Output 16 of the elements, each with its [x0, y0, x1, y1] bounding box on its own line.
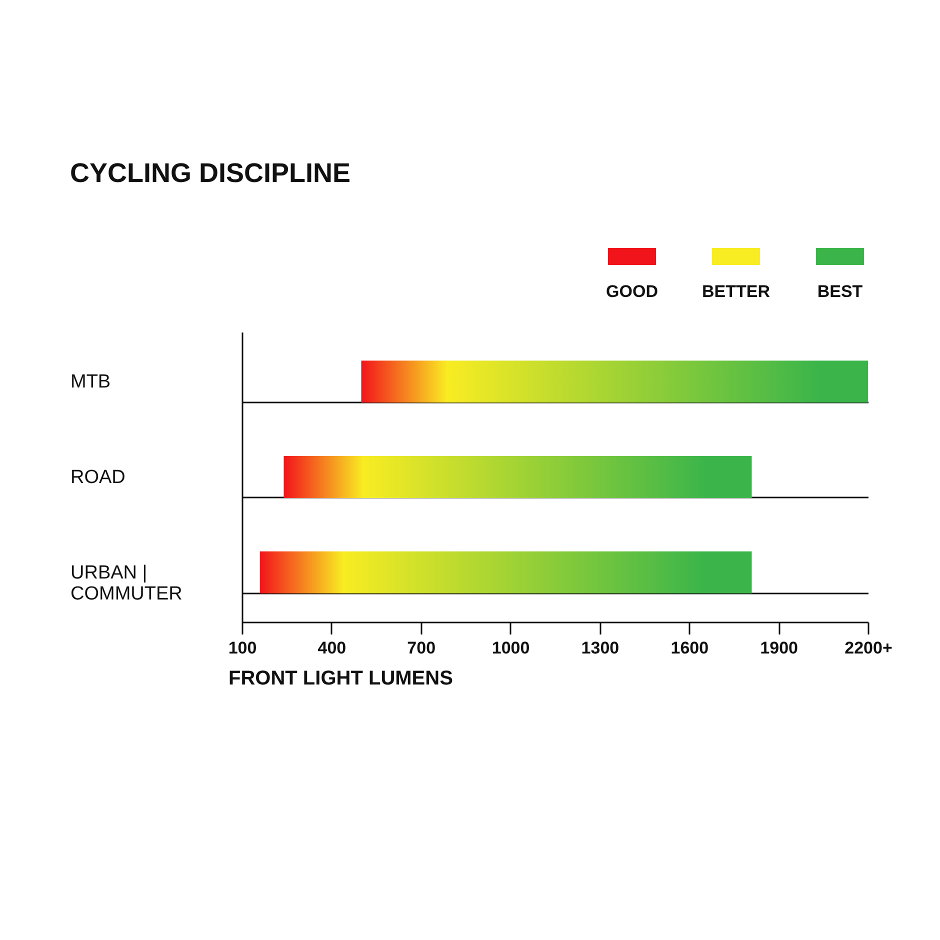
x-tick-label: 400	[318, 638, 346, 658]
x-tick-label: 2200+	[844, 638, 892, 658]
legend-label: GOOD	[606, 282, 658, 301]
y-tick-label: MTB	[70, 372, 111, 393]
x-tick-label: 1600	[670, 638, 709, 658]
y-tick-label: ROAD	[70, 467, 126, 488]
legend-label: BEST	[817, 282, 864, 301]
y-tick-label: URBAN | COMMUTER	[70, 562, 182, 604]
x-tick-label: 1900	[760, 638, 798, 658]
x-tick-label: 1000	[492, 638, 530, 658]
x-tick-label: 100	[228, 638, 257, 658]
x-tick-label: 700	[407, 638, 436, 658]
x-axis-title: FRONT LIGHT LUMENS	[228, 668, 453, 690]
x-tick-label: 1300	[581, 638, 620, 658]
legend-label: BETTER	[702, 282, 770, 301]
chart-title: CYCLING DISCIPLINE	[70, 158, 351, 188]
